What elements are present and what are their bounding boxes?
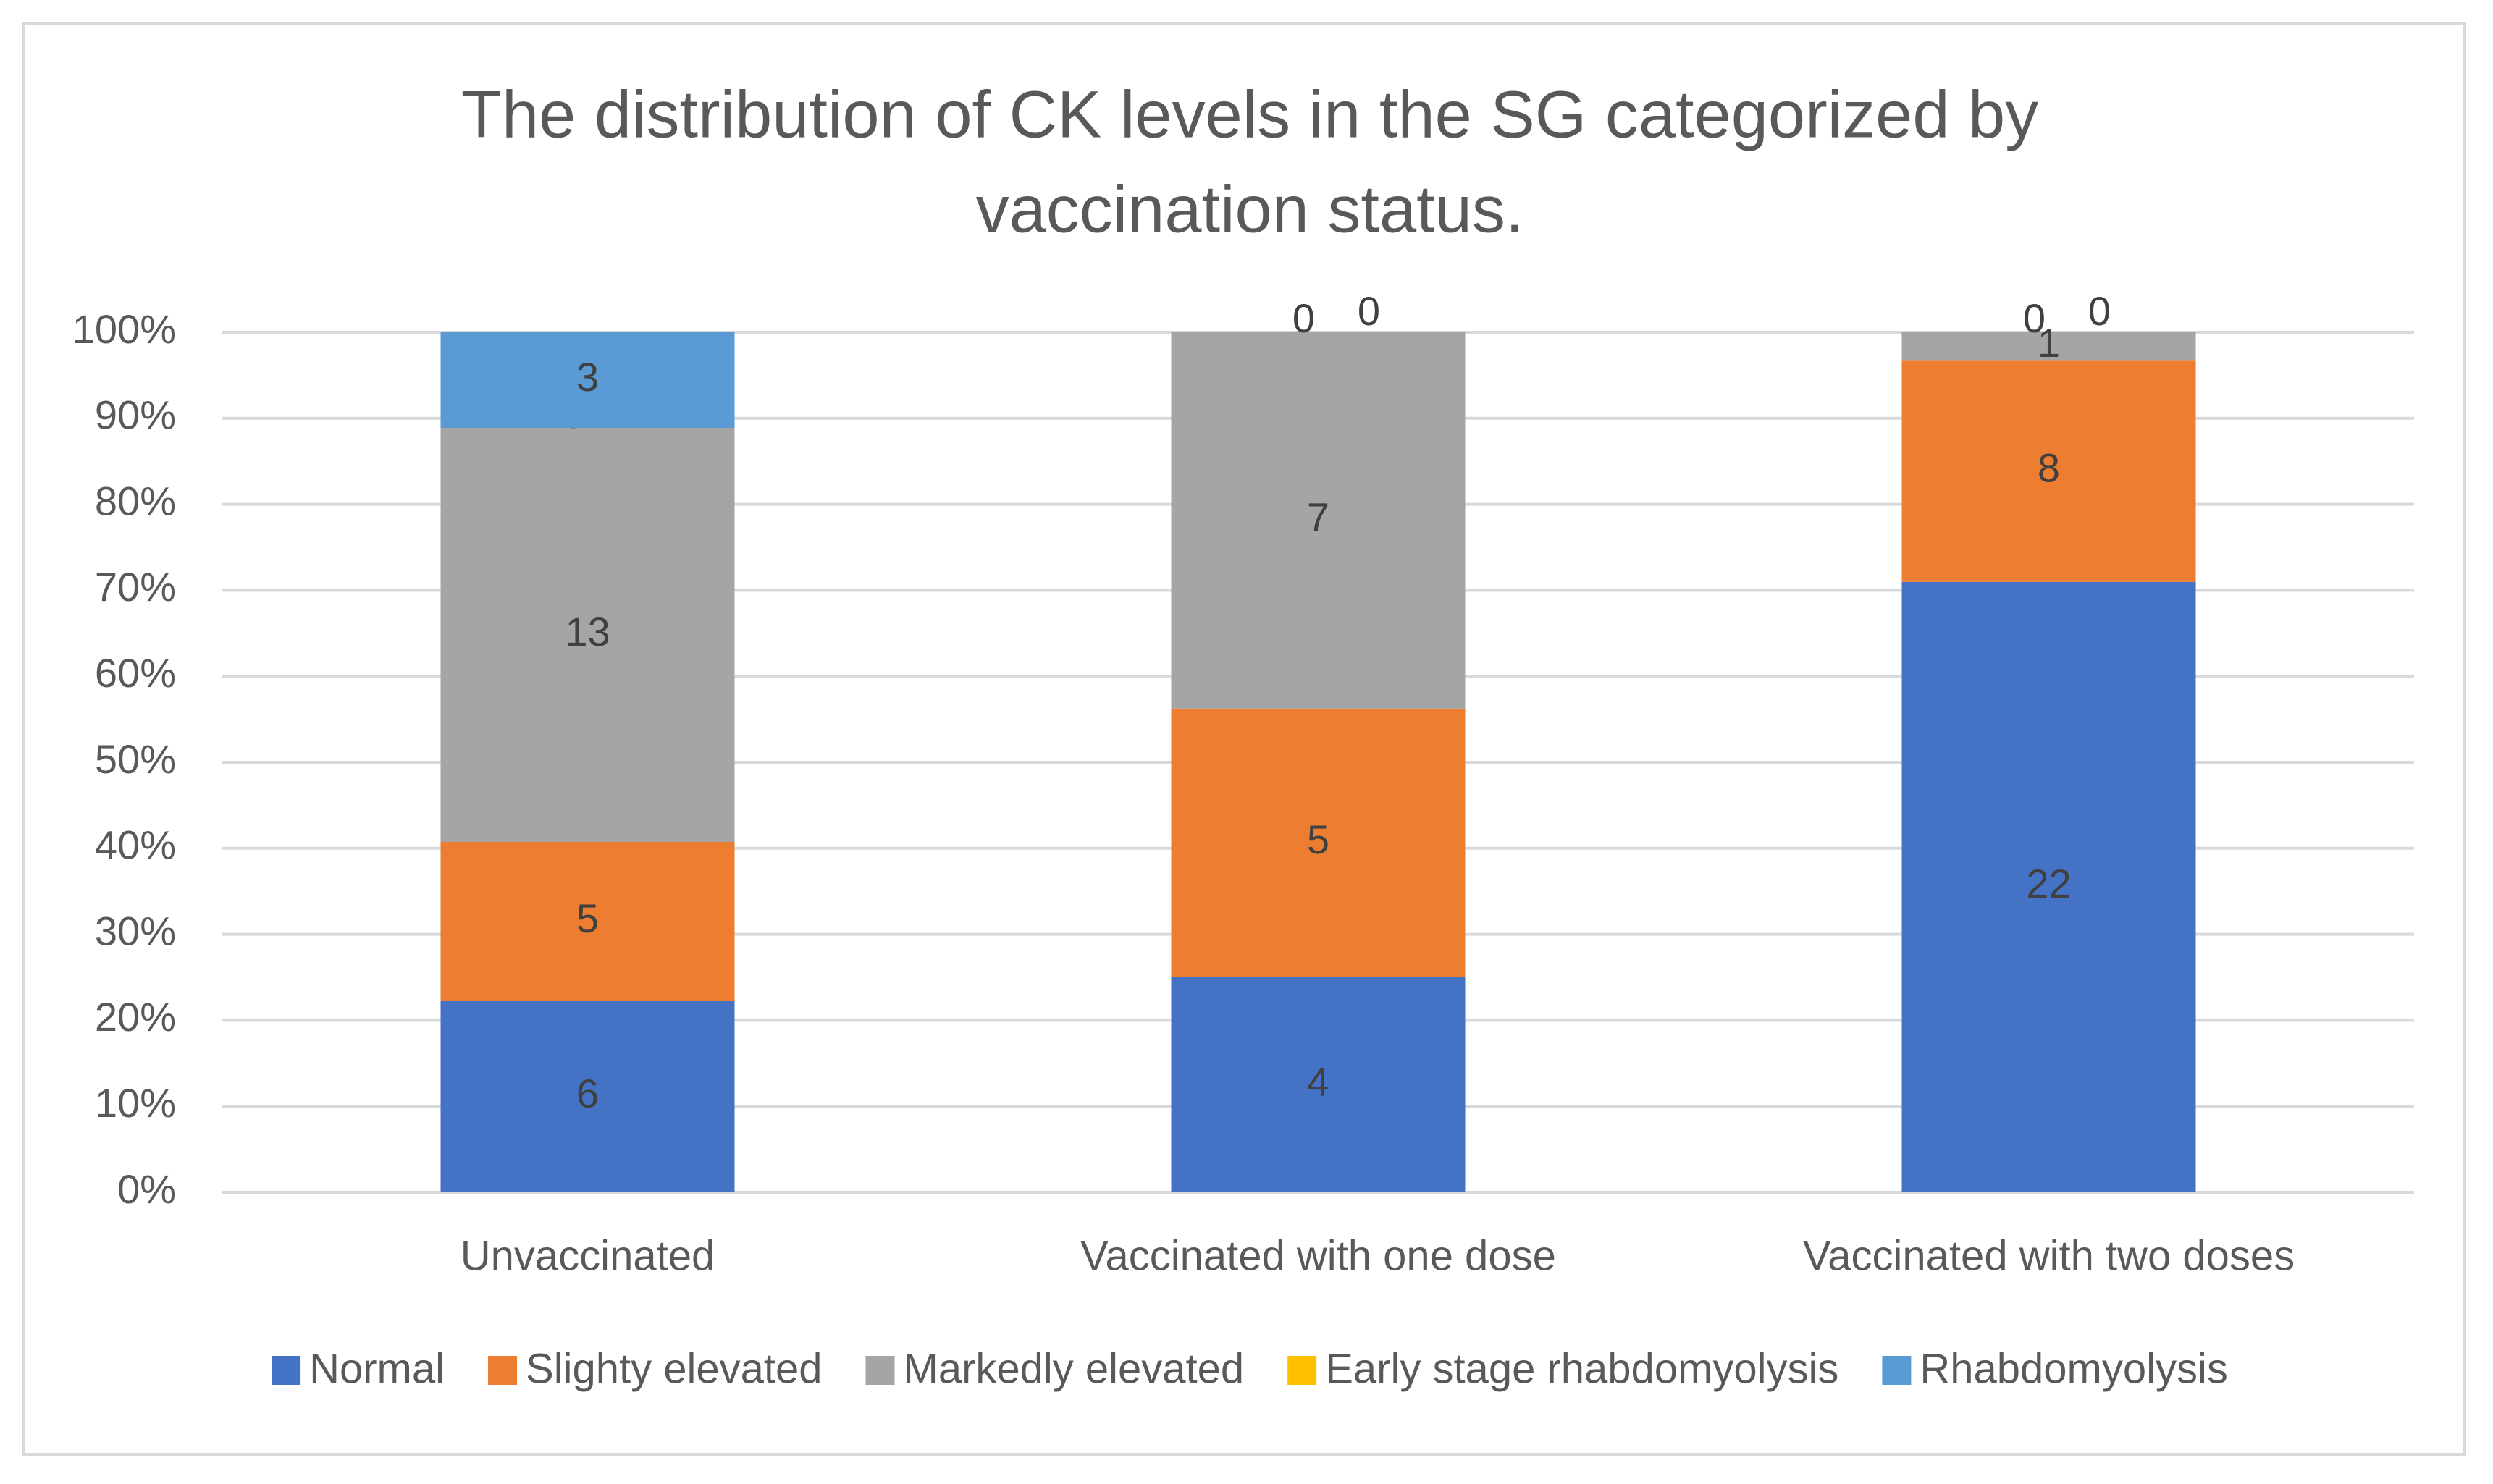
data-label: 4 xyxy=(1307,1058,1329,1104)
data-label: 7 xyxy=(1307,494,1329,540)
legend-swatch xyxy=(488,1356,518,1385)
y-tick-label: 90% xyxy=(95,392,176,438)
bar-segment xyxy=(440,332,735,428)
legend-swatch xyxy=(1287,1356,1317,1385)
bar-segment xyxy=(1901,360,2196,582)
chart-title: The distribution of CK levels in the SG … xyxy=(461,77,2038,151)
y-tick-label: 40% xyxy=(95,822,176,868)
bar-segment xyxy=(440,428,735,842)
y-tick-label: 60% xyxy=(95,650,176,696)
legend-label: Rhabdomyolysis xyxy=(1920,1345,2228,1392)
legend-label: Slighty elevated xyxy=(526,1345,822,1392)
data-label: 0 xyxy=(2088,288,2111,334)
legend-swatch xyxy=(272,1356,301,1385)
bar-segment xyxy=(1171,332,1466,709)
x-tick-label: Vaccinated with two doses xyxy=(1803,1232,2295,1279)
data-label: 6 xyxy=(576,1071,599,1116)
data-label: 22 xyxy=(2026,861,2071,906)
legend-label: Markedly elevated xyxy=(904,1345,1245,1392)
data-label: 0 xyxy=(1358,288,1380,334)
bar-segment xyxy=(1901,581,2196,1192)
bar-segment xyxy=(1171,977,1466,1192)
data-label: 5 xyxy=(1307,817,1329,862)
x-tick-label: Unvaccinated xyxy=(461,1232,715,1279)
data-label: 3 xyxy=(576,354,599,400)
bar-segment xyxy=(440,1001,735,1192)
chart-title: vaccination status. xyxy=(976,172,1524,246)
data-label: 8 xyxy=(2038,444,2060,490)
data-label: 13 xyxy=(565,609,610,654)
y-tick-label: 10% xyxy=(95,1080,176,1126)
legend-swatch xyxy=(865,1356,895,1385)
legend-label: Normal xyxy=(309,1345,445,1392)
data-label: 1 xyxy=(2038,320,2060,366)
x-tick-label: Vaccinated with one dose xyxy=(1080,1232,1556,1279)
y-tick-label: 30% xyxy=(95,908,176,953)
y-tick-label: 50% xyxy=(95,736,176,782)
data-label: 0 xyxy=(2023,295,2046,341)
bar-segment xyxy=(1171,708,1466,977)
legend-swatch xyxy=(1882,1356,1912,1385)
legend-label: Early stage rhabdomyolysis xyxy=(1325,1345,1838,1392)
y-tick-label: 20% xyxy=(95,994,176,1040)
y-tick-label: 100% xyxy=(72,306,176,352)
y-tick-label: 0% xyxy=(117,1166,176,1212)
data-label: 0 xyxy=(1292,295,1315,341)
bar-segment xyxy=(1901,332,2196,361)
y-tick-label: 80% xyxy=(95,478,176,523)
y-tick-label: 70% xyxy=(95,564,176,610)
data-label: 5 xyxy=(576,895,599,941)
bar-segment xyxy=(440,842,735,1001)
